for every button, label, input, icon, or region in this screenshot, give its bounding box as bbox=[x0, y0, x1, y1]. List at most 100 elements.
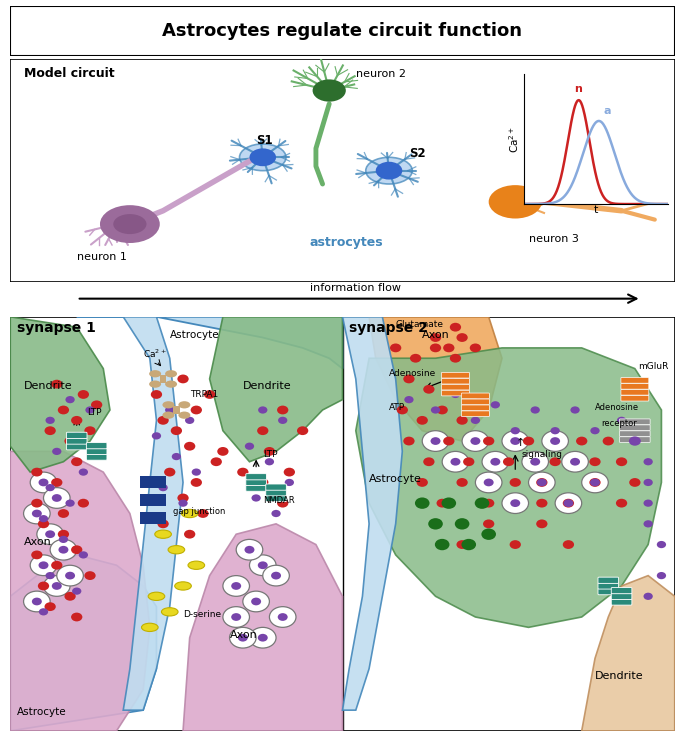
Circle shape bbox=[45, 572, 55, 580]
Circle shape bbox=[471, 417, 480, 424]
Polygon shape bbox=[342, 317, 402, 710]
Text: Glutamate: Glutamate bbox=[396, 321, 444, 329]
Circle shape bbox=[32, 597, 42, 605]
Circle shape bbox=[490, 458, 500, 466]
FancyBboxPatch shape bbox=[66, 438, 87, 444]
Text: neuron 2: neuron 2 bbox=[356, 69, 406, 79]
FancyBboxPatch shape bbox=[462, 399, 489, 404]
Circle shape bbox=[483, 499, 495, 508]
Circle shape bbox=[431, 407, 440, 413]
Circle shape bbox=[510, 499, 520, 507]
Bar bbox=[160, 375, 166, 383]
Circle shape bbox=[177, 493, 188, 502]
FancyBboxPatch shape bbox=[442, 390, 469, 396]
FancyBboxPatch shape bbox=[10, 6, 675, 56]
Text: neuron 1: neuron 1 bbox=[77, 252, 127, 262]
Circle shape bbox=[536, 519, 547, 528]
FancyBboxPatch shape bbox=[611, 593, 632, 600]
Circle shape bbox=[66, 396, 75, 403]
Circle shape bbox=[245, 546, 254, 554]
Circle shape bbox=[430, 344, 441, 352]
Circle shape bbox=[91, 401, 102, 410]
Circle shape bbox=[416, 478, 428, 487]
Circle shape bbox=[277, 499, 288, 508]
Circle shape bbox=[184, 530, 195, 539]
Circle shape bbox=[45, 484, 55, 491]
Polygon shape bbox=[582, 576, 675, 731]
Circle shape bbox=[44, 576, 70, 597]
Circle shape bbox=[58, 546, 68, 554]
Circle shape bbox=[415, 497, 429, 509]
FancyBboxPatch shape bbox=[442, 384, 469, 390]
Circle shape bbox=[476, 395, 488, 404]
Circle shape bbox=[232, 582, 241, 590]
Circle shape bbox=[463, 457, 475, 466]
Circle shape bbox=[435, 539, 449, 551]
Circle shape bbox=[58, 530, 69, 539]
Text: S2: S2 bbox=[409, 148, 425, 160]
Circle shape bbox=[590, 479, 600, 486]
Text: NMDAR: NMDAR bbox=[263, 496, 295, 505]
Circle shape bbox=[277, 613, 288, 621]
Ellipse shape bbox=[168, 545, 185, 554]
FancyBboxPatch shape bbox=[621, 384, 649, 389]
Circle shape bbox=[482, 451, 508, 472]
Circle shape bbox=[582, 472, 608, 493]
Circle shape bbox=[164, 467, 175, 476]
FancyBboxPatch shape bbox=[598, 577, 619, 583]
Circle shape bbox=[65, 572, 75, 580]
Circle shape bbox=[643, 499, 653, 507]
Circle shape bbox=[537, 479, 547, 486]
Circle shape bbox=[456, 478, 468, 487]
Circle shape bbox=[190, 478, 202, 487]
FancyBboxPatch shape bbox=[86, 442, 107, 449]
Circle shape bbox=[397, 406, 408, 414]
Ellipse shape bbox=[178, 401, 190, 408]
Circle shape bbox=[278, 417, 287, 424]
Circle shape bbox=[390, 344, 401, 352]
Circle shape bbox=[629, 436, 641, 446]
FancyBboxPatch shape bbox=[621, 378, 649, 383]
Circle shape bbox=[66, 499, 75, 507]
Circle shape bbox=[549, 457, 561, 466]
Circle shape bbox=[38, 519, 49, 528]
Text: D-serine: D-serine bbox=[183, 610, 221, 619]
FancyBboxPatch shape bbox=[611, 588, 632, 594]
Circle shape bbox=[455, 518, 469, 530]
Circle shape bbox=[442, 497, 456, 509]
FancyBboxPatch shape bbox=[619, 431, 650, 436]
FancyBboxPatch shape bbox=[86, 448, 107, 455]
Circle shape bbox=[71, 457, 82, 466]
Circle shape bbox=[503, 457, 514, 466]
Circle shape bbox=[471, 437, 480, 445]
Circle shape bbox=[570, 458, 580, 466]
Circle shape bbox=[510, 437, 520, 445]
Circle shape bbox=[71, 416, 82, 424]
Circle shape bbox=[443, 436, 454, 445]
Circle shape bbox=[57, 565, 84, 586]
Text: synapse 1: synapse 1 bbox=[17, 321, 96, 335]
Text: Axon: Axon bbox=[422, 329, 450, 340]
Circle shape bbox=[184, 441, 195, 450]
Circle shape bbox=[475, 497, 489, 509]
Circle shape bbox=[50, 539, 77, 560]
Circle shape bbox=[456, 540, 468, 549]
Text: LTP: LTP bbox=[87, 408, 101, 417]
Circle shape bbox=[443, 375, 454, 384]
Circle shape bbox=[44, 487, 70, 508]
Circle shape bbox=[217, 447, 229, 456]
Circle shape bbox=[510, 478, 521, 487]
Text: Astrocyte: Astrocyte bbox=[170, 329, 219, 340]
Circle shape bbox=[37, 524, 64, 545]
Polygon shape bbox=[210, 317, 342, 462]
Circle shape bbox=[431, 437, 440, 445]
Circle shape bbox=[23, 591, 50, 612]
FancyBboxPatch shape bbox=[442, 372, 469, 378]
Circle shape bbox=[58, 406, 69, 414]
Circle shape bbox=[542, 430, 569, 451]
Text: neuron 3: neuron 3 bbox=[529, 234, 578, 244]
Text: ↑: ↑ bbox=[515, 439, 525, 448]
Circle shape bbox=[562, 451, 588, 472]
Circle shape bbox=[502, 493, 529, 513]
FancyBboxPatch shape bbox=[442, 378, 469, 384]
